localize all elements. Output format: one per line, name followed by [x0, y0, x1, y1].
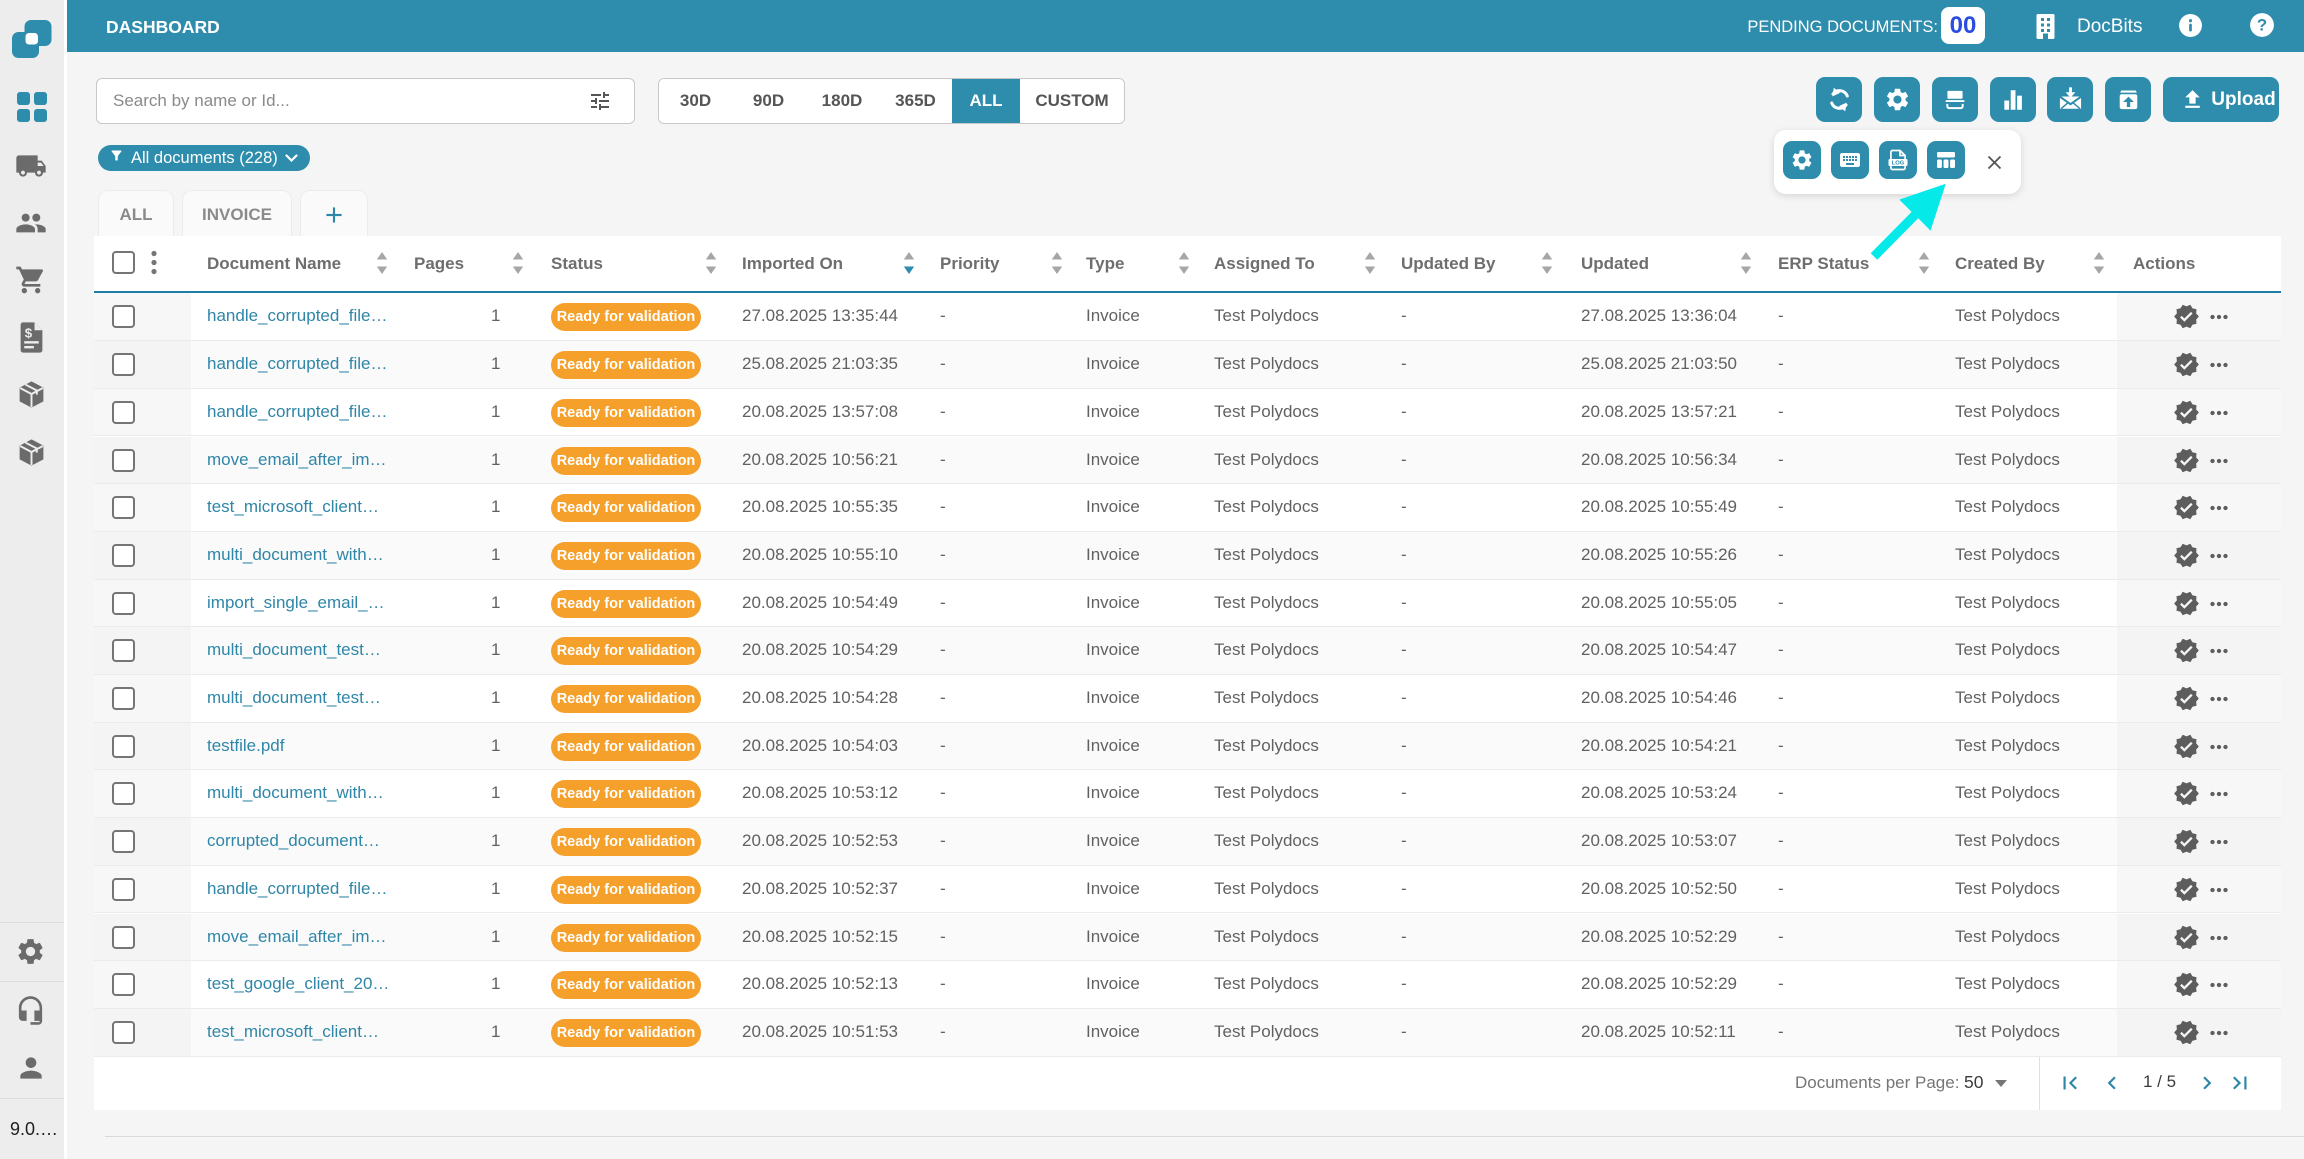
svg-text:?: ? — [2257, 16, 2267, 35]
svg-text:$: $ — [25, 326, 33, 341]
svg-text:LOG: LOG — [1892, 160, 1905, 166]
